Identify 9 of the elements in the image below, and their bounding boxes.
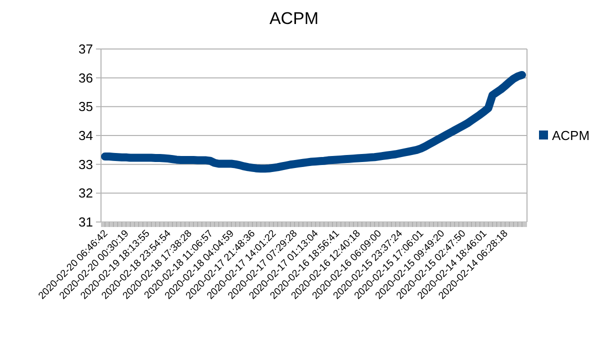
y-tick-label: 33: [78, 156, 93, 172]
y-tick-label: 31: [78, 214, 93, 230]
legend-label: ACPM: [552, 128, 590, 144]
chart-title: ACPM: [269, 9, 319, 28]
y-tick-label: 37: [78, 42, 93, 57]
y-tick-label: 32: [78, 186, 93, 201]
y-tick-label: 35: [78, 99, 93, 114]
y-tick-label: 34: [78, 128, 93, 144]
y-tick-label: 36: [78, 70, 93, 86]
